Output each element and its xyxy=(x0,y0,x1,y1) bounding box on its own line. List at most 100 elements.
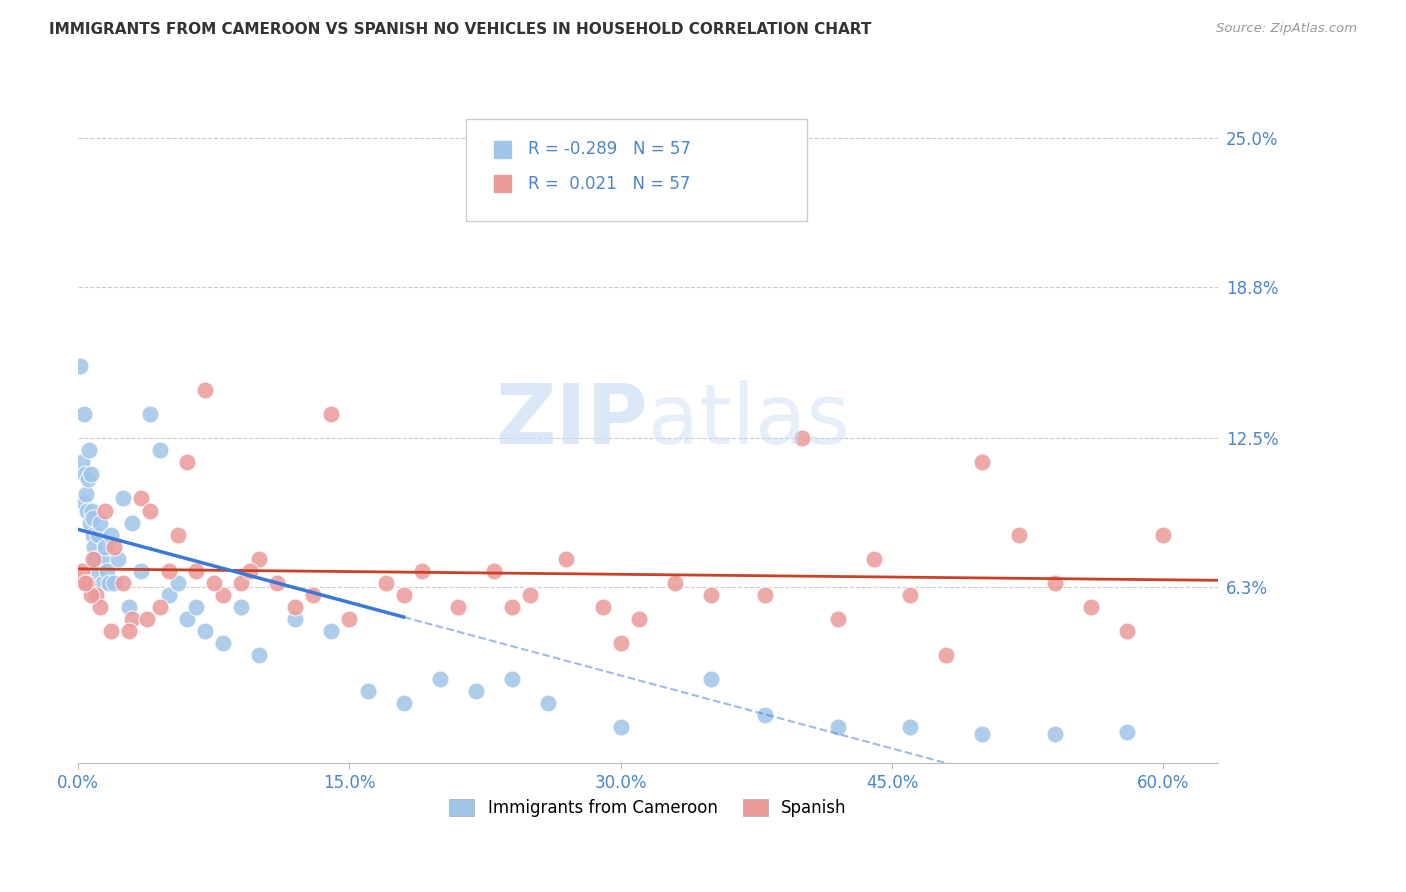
Point xyxy=(239,564,262,578)
Point xyxy=(166,527,188,541)
Point xyxy=(321,407,343,421)
Point xyxy=(465,684,488,698)
Text: ZIP: ZIP xyxy=(495,380,648,461)
Point xyxy=(1116,724,1139,739)
Point xyxy=(103,575,125,590)
Point xyxy=(356,684,378,698)
Point xyxy=(519,588,541,602)
Point xyxy=(1116,624,1139,638)
Point xyxy=(501,599,523,614)
Point xyxy=(1152,527,1174,541)
Point xyxy=(176,455,198,469)
Point xyxy=(1043,575,1066,590)
Point xyxy=(202,575,225,590)
Point xyxy=(1043,727,1066,741)
Point xyxy=(284,612,307,626)
Point xyxy=(77,443,100,458)
Point xyxy=(211,588,233,602)
Point xyxy=(700,672,723,686)
Point xyxy=(72,407,94,421)
Point xyxy=(77,472,100,486)
Point xyxy=(176,612,198,626)
Point xyxy=(84,551,107,566)
Point xyxy=(100,624,122,638)
Point xyxy=(609,720,631,734)
Point xyxy=(555,551,578,566)
Point xyxy=(148,599,170,614)
Point xyxy=(97,575,120,590)
Point xyxy=(80,503,103,517)
Point xyxy=(118,599,141,614)
Text: IMMIGRANTS FROM CAMEROON VS SPANISH NO VEHICLES IN HOUSEHOLD CORRELATION CHART: IMMIGRANTS FROM CAMEROON VS SPANISH NO V… xyxy=(49,22,872,37)
Point xyxy=(79,516,101,530)
Point xyxy=(157,588,180,602)
Point xyxy=(83,540,105,554)
Point xyxy=(70,564,93,578)
Point xyxy=(100,527,122,541)
Point xyxy=(75,467,97,482)
Point xyxy=(87,527,110,541)
Point xyxy=(94,540,117,554)
Point xyxy=(1080,599,1102,614)
Point xyxy=(131,564,153,578)
Point xyxy=(112,575,135,590)
Point xyxy=(80,588,103,602)
Point xyxy=(107,551,129,566)
Point xyxy=(157,564,180,578)
Point xyxy=(827,612,849,626)
Point xyxy=(754,708,776,723)
Point xyxy=(89,599,111,614)
Point xyxy=(501,672,523,686)
Point xyxy=(80,467,103,482)
Point xyxy=(1007,527,1029,541)
Point xyxy=(664,575,686,590)
Point xyxy=(90,551,112,566)
Bar xyxy=(494,141,512,158)
Point xyxy=(84,564,107,578)
Point xyxy=(392,588,415,602)
Point xyxy=(82,527,104,541)
Point xyxy=(76,503,98,517)
FancyBboxPatch shape xyxy=(465,119,807,221)
Point xyxy=(374,575,396,590)
Point xyxy=(935,648,957,662)
Point xyxy=(112,491,135,506)
Point xyxy=(229,599,252,614)
Point xyxy=(790,431,813,445)
Point xyxy=(266,575,288,590)
Point xyxy=(96,564,118,578)
Point xyxy=(166,575,188,590)
Point xyxy=(131,491,153,506)
Point xyxy=(194,383,217,397)
Point xyxy=(139,407,162,421)
Point xyxy=(82,510,104,524)
Point xyxy=(609,636,631,650)
Point xyxy=(321,624,343,638)
Point xyxy=(700,588,723,602)
Point xyxy=(211,636,233,650)
Point xyxy=(139,503,162,517)
Point xyxy=(284,599,307,614)
Point xyxy=(627,612,650,626)
Legend: Immigrants from Cameroon, Spanish: Immigrants from Cameroon, Spanish xyxy=(443,792,853,823)
Point xyxy=(339,612,361,626)
Point xyxy=(89,516,111,530)
Bar xyxy=(494,175,512,193)
Point xyxy=(429,672,451,686)
Point xyxy=(93,575,115,590)
Point xyxy=(69,359,91,373)
Point xyxy=(184,599,207,614)
Point xyxy=(592,599,614,614)
Point xyxy=(392,696,415,710)
Point xyxy=(194,624,217,638)
Point xyxy=(103,540,125,554)
Point xyxy=(754,588,776,602)
Point xyxy=(972,455,994,469)
Point xyxy=(247,648,270,662)
Point xyxy=(73,496,96,510)
Point xyxy=(537,696,560,710)
Point xyxy=(411,564,433,578)
Point xyxy=(118,624,141,638)
Point xyxy=(94,503,117,517)
Text: R = -0.289   N = 57: R = -0.289 N = 57 xyxy=(529,140,692,159)
